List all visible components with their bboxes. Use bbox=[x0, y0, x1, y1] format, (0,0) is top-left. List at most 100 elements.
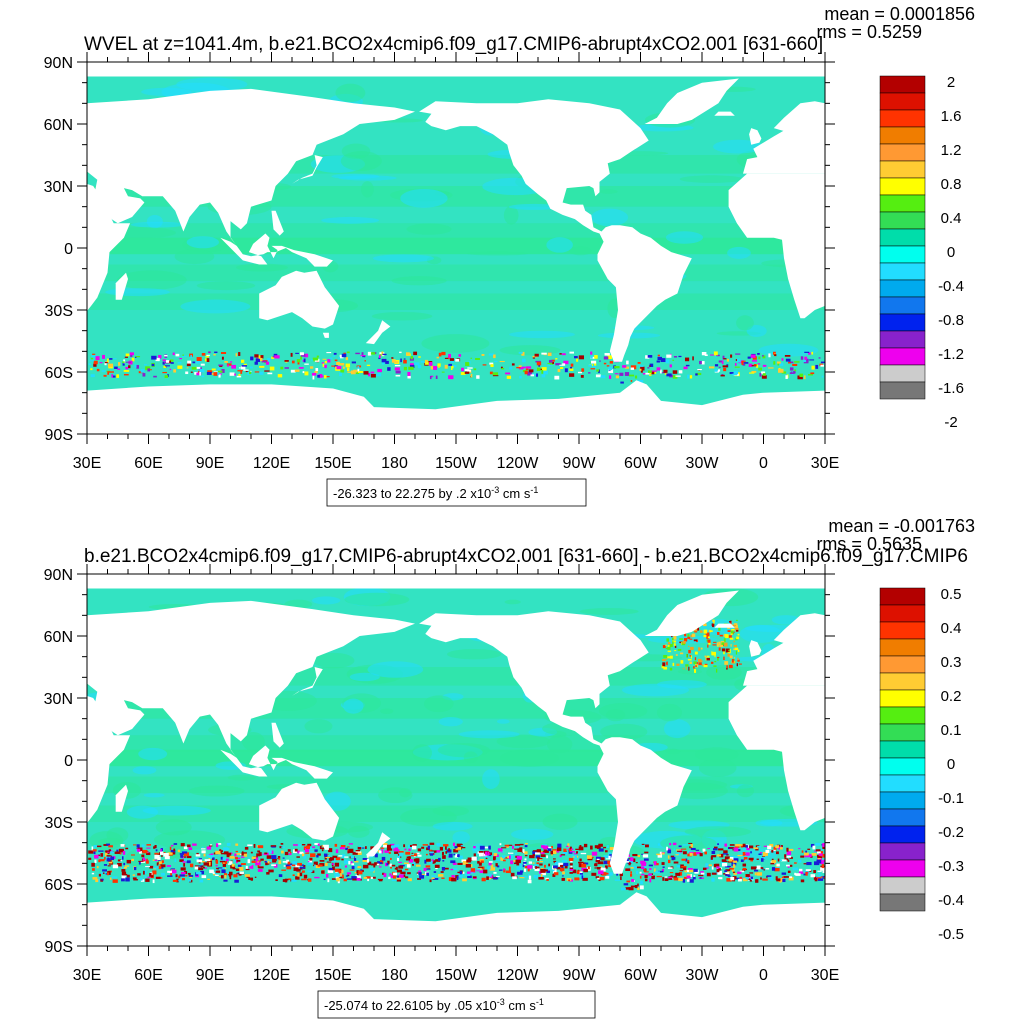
southern-ocean-speck bbox=[139, 851, 145, 853]
southern-ocean-speck bbox=[599, 360, 601, 362]
north-atlantic-speck bbox=[694, 651, 698, 655]
southern-ocean-speck bbox=[470, 872, 474, 874]
southern-ocean-speck bbox=[590, 845, 593, 850]
southern-ocean-speck bbox=[332, 855, 338, 858]
southern-ocean-speck bbox=[710, 856, 713, 860]
north-atlantic-speck bbox=[737, 649, 740, 653]
legend-box bbox=[879, 160, 926, 179]
southern-ocean-speck bbox=[407, 375, 411, 379]
field-patch bbox=[321, 216, 380, 224]
southern-ocean-speck bbox=[151, 363, 155, 367]
southern-ocean-speck bbox=[289, 851, 292, 855]
southern-ocean-speck bbox=[189, 876, 193, 879]
north-atlantic-speck bbox=[703, 629, 708, 634]
range-box-frame bbox=[317, 990, 596, 1019]
southern-ocean-speck bbox=[536, 367, 541, 372]
lon-label: 120W bbox=[497, 967, 540, 984]
field-patch bbox=[174, 248, 215, 265]
southern-ocean-speck bbox=[321, 849, 324, 852]
southern-ocean-speck bbox=[817, 856, 823, 859]
southern-ocean-speck bbox=[457, 862, 463, 865]
southern-ocean-speck bbox=[186, 855, 192, 859]
southern-ocean-speck bbox=[229, 861, 233, 864]
southern-ocean-speck bbox=[820, 860, 824, 865]
southern-ocean-speck bbox=[581, 368, 585, 372]
southern-ocean-speck bbox=[771, 867, 776, 871]
southern-ocean-speck bbox=[201, 848, 206, 850]
north-atlantic-speck bbox=[723, 656, 725, 661]
southern-ocean-speck bbox=[355, 352, 360, 355]
southern-ocean-speck bbox=[737, 849, 741, 852]
southern-ocean-speck bbox=[342, 366, 345, 369]
southern-ocean-speck bbox=[500, 857, 504, 861]
southern-ocean-speck bbox=[408, 366, 414, 370]
southern-ocean-speck bbox=[244, 846, 249, 850]
lon-label: 0 bbox=[759, 967, 768, 984]
southern-ocean-speck bbox=[417, 848, 422, 852]
north-atlantic-speck bbox=[687, 658, 692, 661]
southern-ocean-speck bbox=[223, 847, 229, 852]
southern-ocean-speck bbox=[656, 367, 661, 371]
southern-ocean-speck bbox=[117, 368, 121, 370]
southern-ocean-speck bbox=[739, 844, 745, 846]
north-atlantic-speck bbox=[698, 662, 702, 666]
southern-ocean-speck bbox=[410, 855, 417, 857]
southern-ocean-speck bbox=[467, 875, 472, 879]
southern-ocean-speck bbox=[580, 852, 587, 855]
southern-ocean-speck bbox=[733, 847, 739, 852]
southern-ocean-speck bbox=[145, 866, 151, 868]
southern-ocean-speck bbox=[569, 868, 574, 871]
southern-ocean-speck bbox=[334, 868, 340, 872]
southern-ocean-speck bbox=[225, 858, 229, 862]
southern-ocean-speck bbox=[399, 852, 403, 857]
southern-ocean-speck bbox=[588, 364, 592, 367]
southern-ocean-speck bbox=[256, 853, 261, 857]
southern-ocean-speck bbox=[394, 364, 401, 367]
north-atlantic-speck bbox=[737, 657, 739, 661]
southern-ocean-speck bbox=[196, 852, 199, 855]
legend-box bbox=[879, 740, 926, 759]
southern-ocean-speck bbox=[688, 868, 693, 870]
southern-ocean-speck bbox=[215, 843, 219, 848]
southern-ocean-speck bbox=[661, 852, 665, 855]
north-atlantic-speck bbox=[703, 634, 707, 638]
field-patch bbox=[188, 785, 245, 797]
southern-ocean-speck bbox=[535, 852, 540, 855]
southern-ocean-speck bbox=[771, 860, 777, 863]
southern-ocean-speck bbox=[345, 847, 348, 851]
southern-ocean-speck bbox=[666, 354, 672, 358]
southern-ocean-speck bbox=[759, 372, 762, 377]
southern-ocean-speck bbox=[685, 858, 688, 862]
southern-ocean-speck bbox=[215, 870, 221, 873]
southern-ocean-speck bbox=[146, 860, 149, 864]
southern-ocean-speck bbox=[173, 848, 176, 852]
southern-ocean-speck bbox=[114, 851, 120, 854]
southern-ocean-speck bbox=[523, 868, 527, 872]
southern-ocean-speck bbox=[649, 363, 654, 367]
southern-ocean-speck bbox=[644, 868, 646, 872]
southern-ocean-speck bbox=[718, 848, 724, 851]
southern-ocean-speck bbox=[338, 869, 342, 874]
southern-ocean-speck bbox=[112, 375, 116, 378]
southern-ocean-speck bbox=[817, 857, 820, 860]
north-atlantic-speck bbox=[687, 634, 690, 638]
southern-ocean-speck bbox=[724, 865, 731, 868]
southern-ocean-speck bbox=[550, 850, 554, 855]
field-patch bbox=[313, 652, 355, 669]
lon-label: 150W bbox=[435, 967, 478, 984]
southern-ocean-speck bbox=[514, 848, 520, 850]
field-patch bbox=[146, 214, 163, 229]
southern-ocean-speck bbox=[667, 867, 673, 869]
southern-ocean-speck bbox=[733, 370, 739, 375]
southern-ocean-speck bbox=[512, 876, 517, 880]
southern-ocean-speck bbox=[282, 861, 288, 863]
southern-ocean-speck bbox=[799, 868, 803, 872]
southern-ocean-speck bbox=[673, 356, 678, 358]
southern-ocean-speck bbox=[430, 365, 434, 370]
southern-ocean-speck bbox=[678, 355, 682, 358]
field-patch bbox=[180, 299, 251, 314]
southern-ocean-speck bbox=[332, 355, 336, 357]
southern-ocean-speck bbox=[421, 846, 425, 849]
southern-ocean-speck bbox=[417, 364, 422, 369]
